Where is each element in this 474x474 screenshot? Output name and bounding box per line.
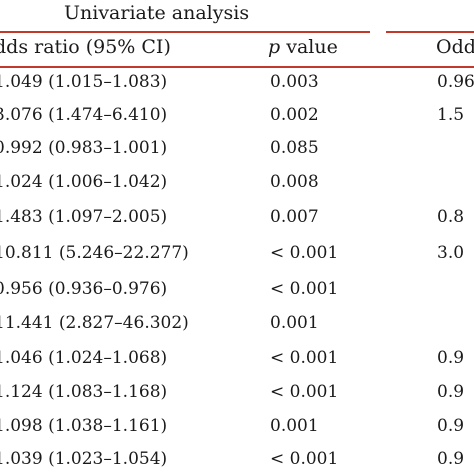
p-value-cell: 0.085 xyxy=(270,138,319,158)
table-row: 1.124 (1.083–1.168) < 0.001 0.9 xyxy=(0,382,474,415)
odds-ratio-cell: 0.956 (0.936–0.976) xyxy=(0,279,168,299)
odds-ratio-cell: 3.076 (1.474–6.410) xyxy=(0,105,168,125)
odds-ratio-cell: 10.811 (5.246–22.277) xyxy=(0,243,189,263)
multivariate-odds-ratio-cell: 0.9 xyxy=(437,382,465,402)
p-value-cell: < 0.001 xyxy=(270,243,339,263)
p-value-cell: < 0.001 xyxy=(270,382,339,402)
table-row: 1.039 (1.023–1.054) < 0.001 0.9 xyxy=(0,449,474,474)
table-row: 0.956 (0.936–0.976) < 0.001 xyxy=(0,279,474,312)
multivariate-odds-ratio-cell: 0.9 xyxy=(437,348,465,368)
group-rule-multivariate xyxy=(386,31,474,33)
odds-ratio-cell: 11.441 (2.827–46.302) xyxy=(0,313,189,333)
multivariate-odds-ratio-cell: 3.0 xyxy=(437,243,465,263)
p-value-label: value xyxy=(280,36,338,58)
odds-ratio-cell: 1.124 (1.083–1.168) xyxy=(0,382,168,402)
odds-ratio-cell: 1.098 (1.038–1.161) xyxy=(0,416,168,436)
p-value-cell: < 0.001 xyxy=(270,348,339,368)
multivariate-odds-ratio-cell: 0.96 xyxy=(437,72,474,92)
p-symbol: p xyxy=(268,36,281,58)
table-row: 1.046 (1.024–1.068) < 0.001 0.9 xyxy=(0,348,474,381)
p-value-cell: 0.001 xyxy=(270,313,319,333)
p-value-cell: 0.002 xyxy=(270,105,319,125)
table-row: 11.441 (2.827–46.302) 0.001 xyxy=(0,313,474,346)
odds-ratio-cell: 1.039 (1.023–1.054) xyxy=(0,449,168,469)
multivariate-odds-ratio-cell: 1.5 xyxy=(437,105,465,125)
multivariate-odds-ratio-column-header: Odd xyxy=(436,36,474,58)
table-row: 10.811 (5.246–22.277) < 0.001 3.0 xyxy=(0,243,474,276)
p-value-cell: < 0.001 xyxy=(270,449,339,469)
table-row: 1.024 (1.006–1.042) 0.008 xyxy=(0,172,474,205)
odds-ratio-cell: 0.992 (0.983–1.001) xyxy=(0,138,168,158)
odds-ratio-cell: 1.046 (1.024–1.068) xyxy=(0,348,168,368)
odds-ratio-cell: 1.049 (1.015–1.083) xyxy=(0,72,168,92)
group-rule-univariate xyxy=(0,31,370,33)
table-row: 3.076 (1.474–6.410) 0.002 1.5 xyxy=(0,105,474,138)
multivariate-odds-ratio-cell: 0.9 xyxy=(437,449,465,469)
table-row: 1.483 (1.097–2.005) 0.007 0.8 xyxy=(0,207,474,240)
p-value-cell: < 0.001 xyxy=(270,279,339,299)
p-value-cell: 0.001 xyxy=(270,416,319,436)
table-row: 1.098 (1.038–1.161) 0.001 0.9 xyxy=(0,416,474,449)
odds-ratio-cell: 1.483 (1.097–2.005) xyxy=(0,207,168,227)
p-value-column-header: p value xyxy=(268,36,338,58)
multivariate-odds-ratio-cell: 0.9 xyxy=(437,416,465,436)
header-bottom-rule xyxy=(0,66,474,68)
odds-ratio-cell: 1.024 (1.006–1.042) xyxy=(0,172,168,192)
p-value-cell: 0.008 xyxy=(270,172,319,192)
table-row: 0.992 (0.983–1.001) 0.085 xyxy=(0,138,474,171)
multivariate-odds-ratio-cell: 0.8 xyxy=(437,207,465,227)
odds-ratio-column-header: dds ratio (95% CI) xyxy=(0,36,171,58)
table-row: 1.049 (1.015–1.083) 0.003 0.96 xyxy=(0,72,474,105)
univariate-analysis-heading: Univariate analysis xyxy=(64,2,250,24)
p-value-cell: 0.007 xyxy=(270,207,319,227)
p-value-cell: 0.003 xyxy=(270,72,319,92)
